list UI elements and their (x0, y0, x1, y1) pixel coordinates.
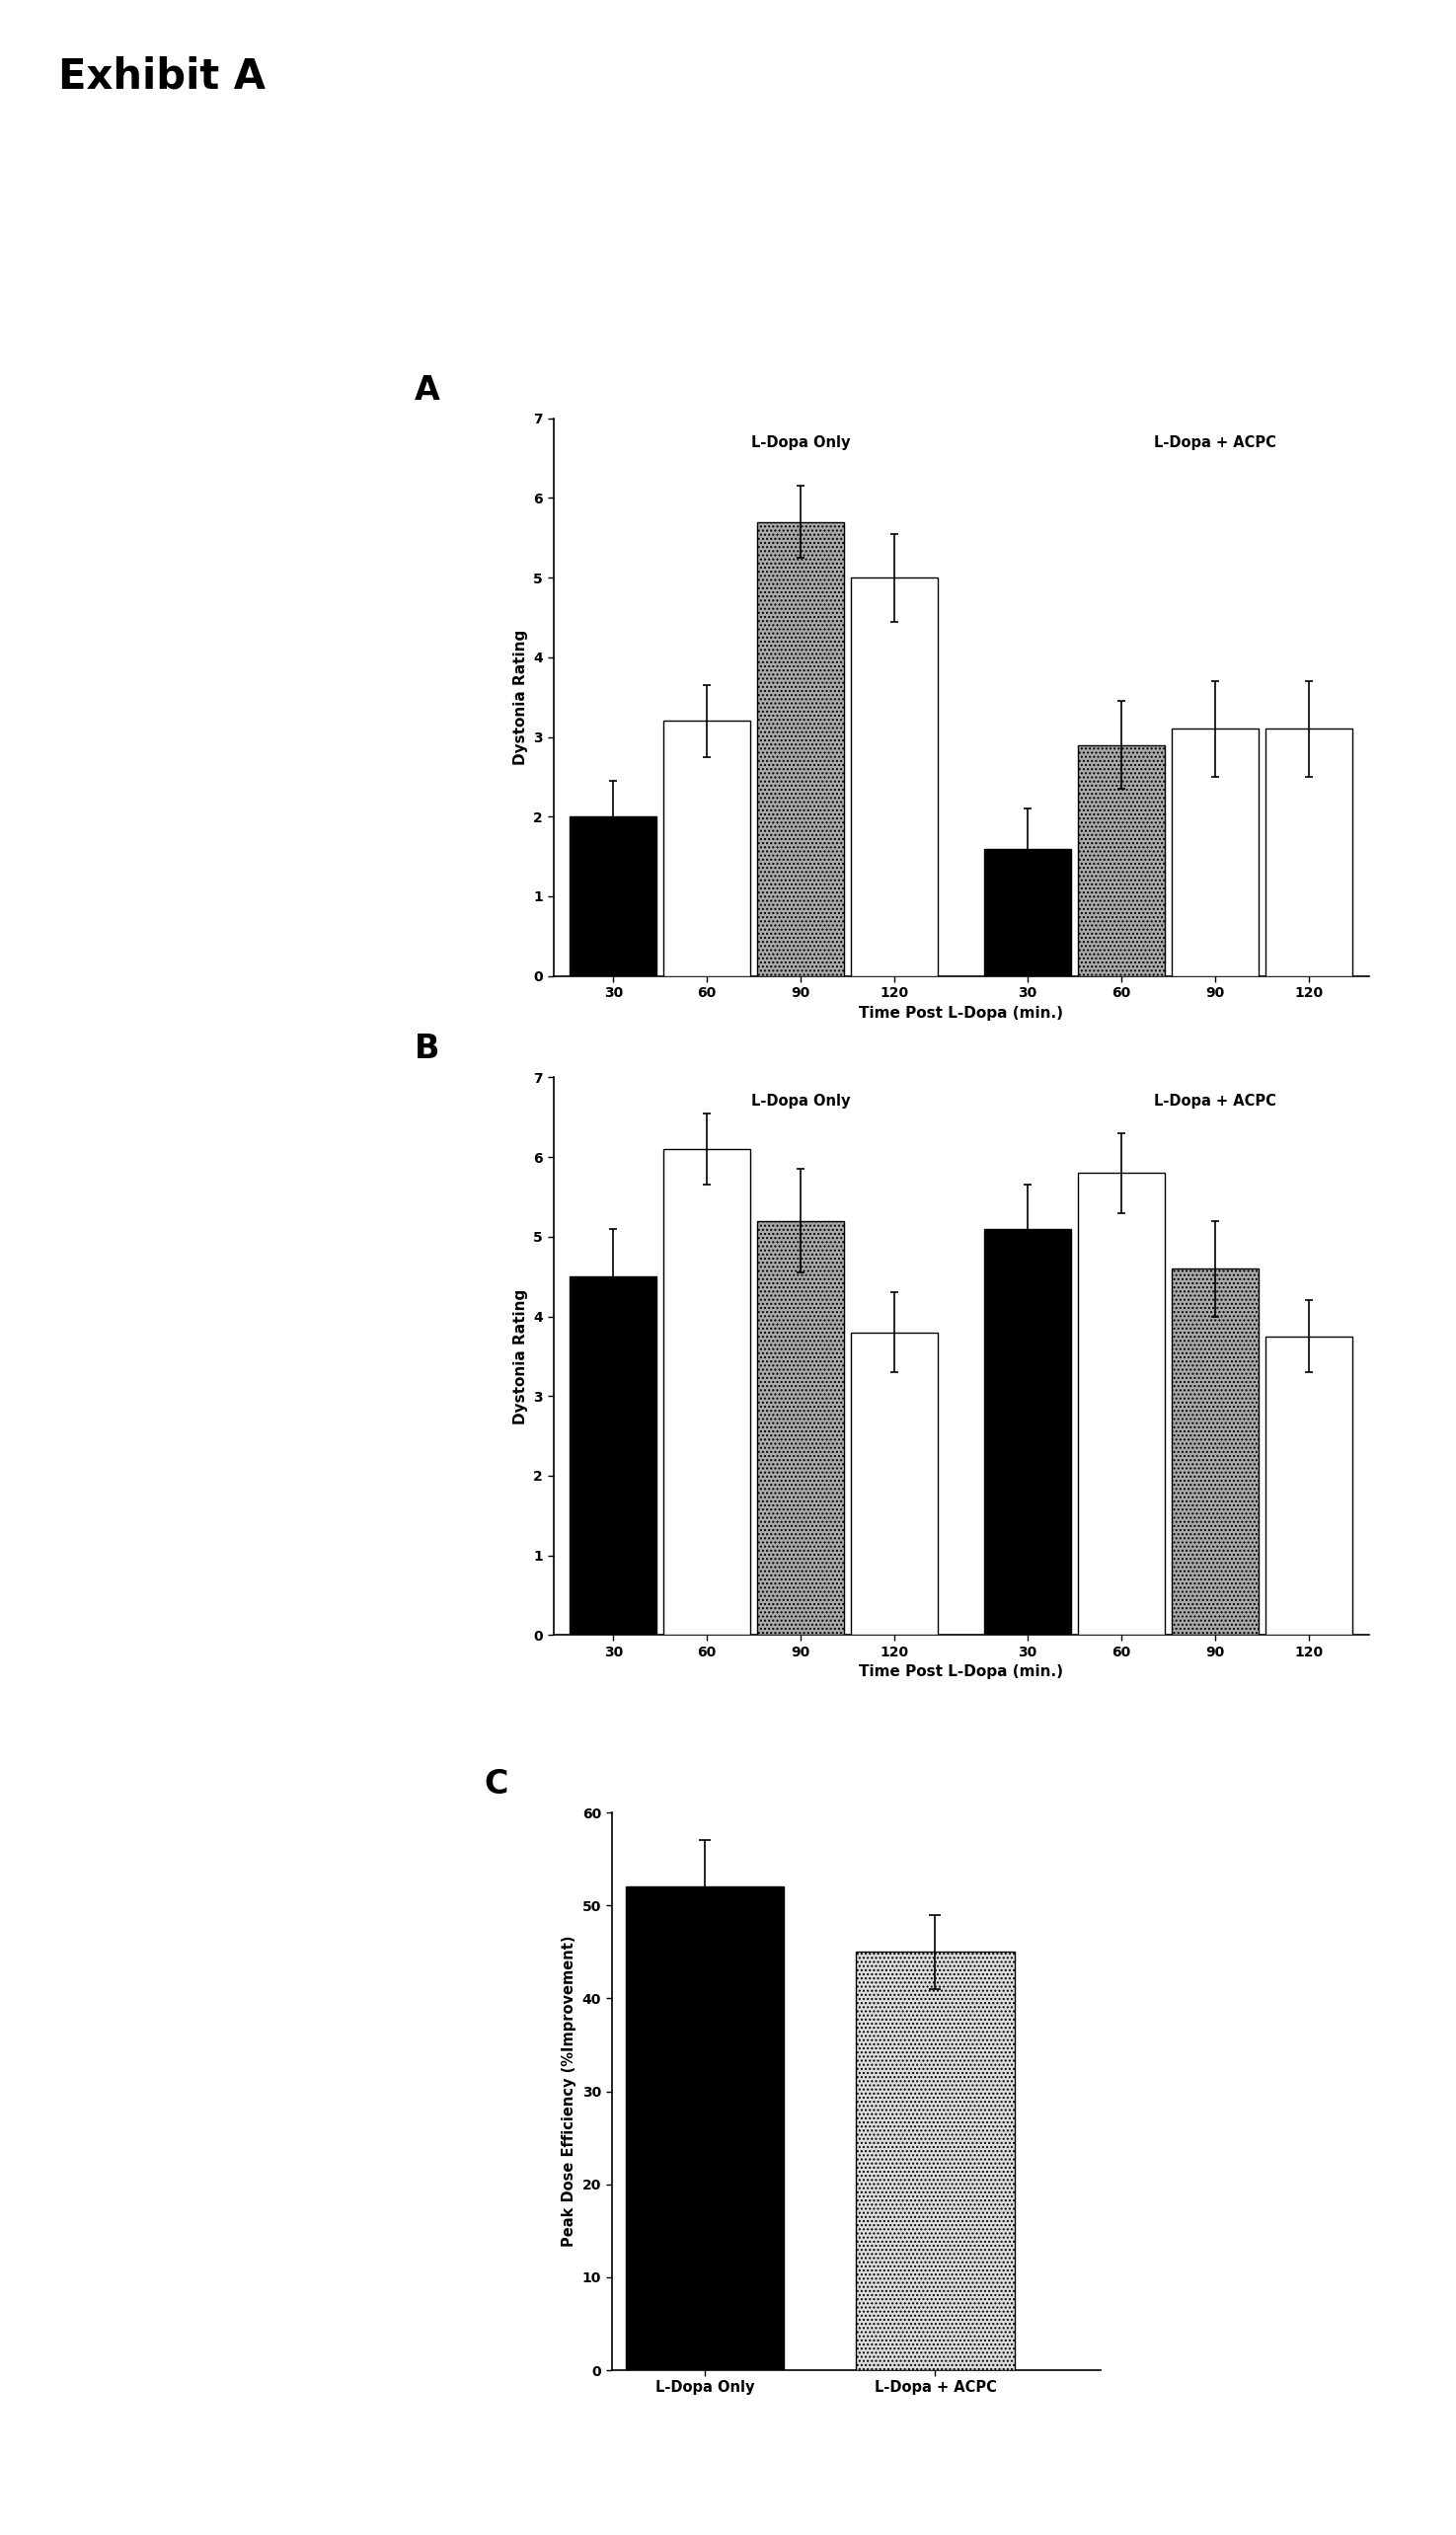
Y-axis label: Peak Dose Efficiency (%Improvement): Peak Dose Efficiency (%Improvement) (562, 1937, 577, 2246)
Bar (569, 1278, 657, 1635)
Bar (664, 1148, 750, 1635)
Bar (1172, 1268, 1258, 1635)
Bar (569, 816, 657, 976)
Bar (757, 522, 844, 976)
Bar (626, 1886, 785, 2370)
Bar (664, 720, 750, 976)
Text: L-Dopa Only: L-Dopa Only (751, 1095, 850, 1108)
Bar (850, 1333, 938, 1635)
X-axis label: Time Post L-Dopa (min.): Time Post L-Dopa (min.) (859, 1006, 1063, 1022)
Bar (984, 849, 1072, 976)
Bar (856, 1952, 1015, 2370)
Bar (1265, 1336, 1353, 1635)
Text: L-Dopa + ACPC: L-Dopa + ACPC (1153, 436, 1275, 449)
Text: L-Dopa Only: L-Dopa Only (751, 436, 850, 449)
Text: L-Dopa + ACPC: L-Dopa + ACPC (1153, 1095, 1275, 1108)
Y-axis label: Dystonia Rating: Dystonia Rating (513, 629, 529, 766)
Bar (850, 578, 938, 976)
Text: B: B (415, 1032, 440, 1065)
Bar (1172, 730, 1258, 976)
Bar (1077, 1174, 1165, 1635)
Bar (1265, 730, 1353, 976)
Bar (1077, 745, 1165, 976)
Text: Exhibit A: Exhibit A (58, 56, 265, 96)
X-axis label: Time Post L-Dopa (min.): Time Post L-Dopa (min.) (859, 1665, 1063, 1681)
Y-axis label: Dystonia Rating: Dystonia Rating (513, 1288, 529, 1425)
Bar (984, 1229, 1072, 1635)
Bar (757, 1222, 844, 1635)
Text: A: A (415, 373, 440, 406)
Text: C: C (485, 1767, 508, 1800)
